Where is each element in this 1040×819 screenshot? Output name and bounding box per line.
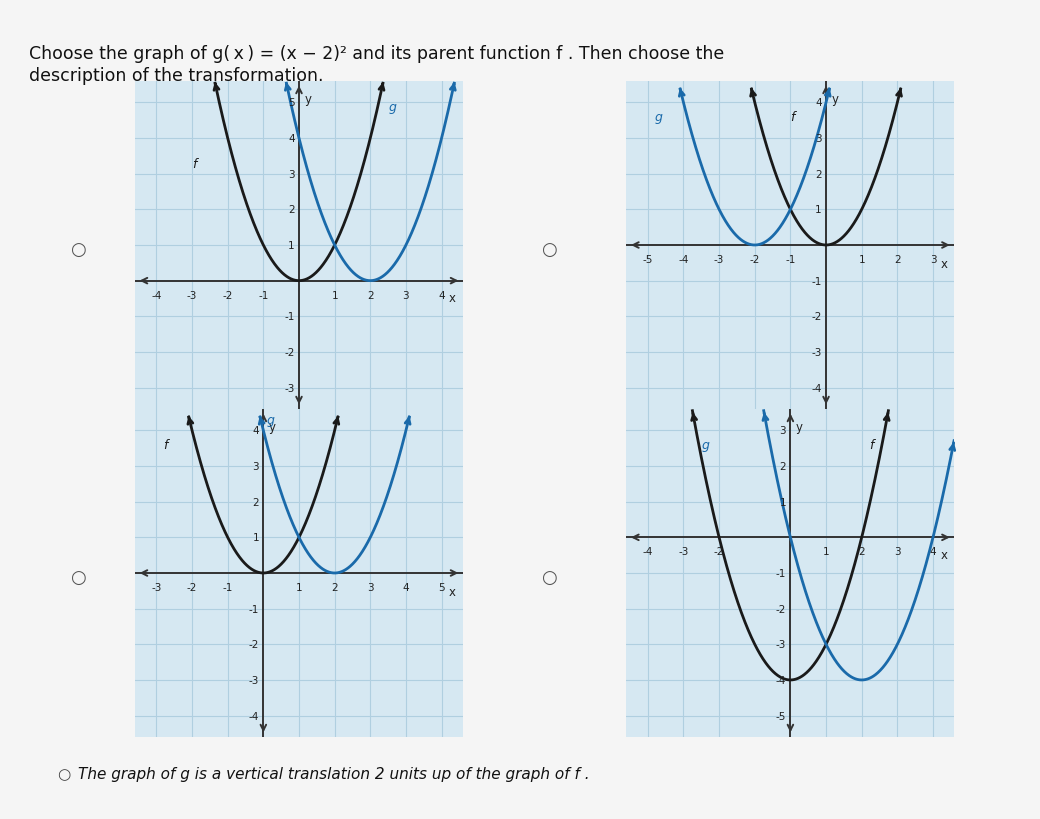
Text: -3: -3 bbox=[284, 383, 294, 393]
Text: 1: 1 bbox=[332, 290, 338, 301]
Text: ○: ○ bbox=[541, 568, 557, 586]
Text: -2: -2 bbox=[187, 582, 198, 592]
Text: f: f bbox=[163, 439, 167, 451]
Text: 5: 5 bbox=[288, 98, 294, 108]
Text: x: x bbox=[940, 549, 947, 561]
Text: 3: 3 bbox=[367, 582, 373, 592]
Text: -5: -5 bbox=[643, 255, 653, 265]
Text: -2: -2 bbox=[713, 546, 724, 557]
Text: -4: -4 bbox=[643, 546, 653, 557]
Text: -2: -2 bbox=[249, 640, 259, 649]
Text: 1: 1 bbox=[288, 241, 294, 251]
Text: description of the transformation.: description of the transformation. bbox=[29, 67, 323, 85]
Text: 1: 1 bbox=[253, 532, 259, 543]
Text: -1: -1 bbox=[258, 290, 268, 301]
Text: Choose the graph of g( x ) = (x − 2)² and its parent function f . Then choose th: Choose the graph of g( x ) = (x − 2)² an… bbox=[29, 45, 725, 63]
Text: 4: 4 bbox=[402, 582, 410, 592]
Text: -1: -1 bbox=[811, 276, 822, 287]
Text: -4: -4 bbox=[811, 383, 822, 393]
Text: 2: 2 bbox=[288, 205, 294, 215]
Text: -4: -4 bbox=[151, 290, 161, 301]
Text: 1: 1 bbox=[823, 546, 829, 557]
Text: 1: 1 bbox=[295, 582, 303, 592]
Text: -3: -3 bbox=[811, 347, 822, 358]
Text: g: g bbox=[701, 439, 709, 451]
Text: 1: 1 bbox=[858, 255, 865, 265]
Text: -2: -2 bbox=[284, 347, 294, 358]
Text: -2: -2 bbox=[811, 312, 822, 322]
Text: -3: -3 bbox=[776, 640, 786, 649]
Text: -1: -1 bbox=[223, 582, 233, 592]
Text: x: x bbox=[940, 258, 947, 271]
Text: 1: 1 bbox=[780, 497, 786, 507]
Text: -2: -2 bbox=[223, 290, 233, 301]
Text: 3: 3 bbox=[815, 133, 822, 144]
Text: 2: 2 bbox=[367, 290, 373, 301]
Text: f: f bbox=[192, 157, 197, 170]
Text: 4: 4 bbox=[815, 98, 822, 108]
Text: ○: ○ bbox=[70, 568, 86, 586]
Text: 3: 3 bbox=[780, 426, 786, 436]
Text: -4: -4 bbox=[776, 675, 786, 686]
Text: g: g bbox=[655, 111, 662, 124]
Text: -4: -4 bbox=[249, 711, 259, 721]
Text: The graph of g is a vertical translation 2 units up of the graph of f .: The graph of g is a vertical translation… bbox=[78, 767, 590, 781]
Text: ○: ○ bbox=[57, 767, 71, 781]
Text: -3: -3 bbox=[187, 290, 198, 301]
Text: -3: -3 bbox=[151, 582, 161, 592]
Text: 2: 2 bbox=[332, 582, 338, 592]
Text: f: f bbox=[790, 111, 795, 124]
Text: ○: ○ bbox=[541, 241, 557, 259]
Text: 4: 4 bbox=[288, 133, 294, 144]
Text: 4: 4 bbox=[438, 290, 445, 301]
Text: 2: 2 bbox=[780, 461, 786, 472]
Text: 2: 2 bbox=[815, 170, 822, 179]
Text: -5: -5 bbox=[776, 711, 786, 721]
Text: 4: 4 bbox=[253, 426, 259, 436]
Text: -1: -1 bbox=[776, 568, 786, 578]
Text: 3: 3 bbox=[930, 255, 936, 265]
Text: -1: -1 bbox=[249, 604, 259, 614]
Text: -2: -2 bbox=[776, 604, 786, 614]
Text: 4: 4 bbox=[930, 546, 936, 557]
Text: x: x bbox=[449, 292, 456, 305]
Text: -1: -1 bbox=[785, 255, 796, 265]
Text: g: g bbox=[388, 101, 396, 113]
Text: y: y bbox=[831, 93, 838, 106]
Text: -1: -1 bbox=[284, 312, 294, 322]
Text: -4: -4 bbox=[678, 255, 688, 265]
Text: -2: -2 bbox=[750, 255, 760, 265]
Text: 3: 3 bbox=[288, 170, 294, 179]
Text: y: y bbox=[268, 420, 276, 433]
Text: -3: -3 bbox=[713, 255, 724, 265]
Text: 5: 5 bbox=[438, 582, 445, 592]
Text: 1: 1 bbox=[815, 205, 822, 215]
Text: 2: 2 bbox=[858, 546, 865, 557]
Text: 2: 2 bbox=[253, 497, 259, 507]
Text: ○: ○ bbox=[70, 241, 86, 259]
Text: -3: -3 bbox=[678, 546, 688, 557]
Text: 3: 3 bbox=[894, 546, 901, 557]
Text: f: f bbox=[868, 439, 874, 451]
Text: g: g bbox=[267, 414, 275, 427]
Text: x: x bbox=[449, 586, 456, 599]
Text: 3: 3 bbox=[253, 461, 259, 472]
Text: 2: 2 bbox=[894, 255, 901, 265]
Text: y: y bbox=[796, 420, 803, 433]
Text: -3: -3 bbox=[249, 675, 259, 686]
Text: y: y bbox=[305, 93, 311, 106]
Text: 3: 3 bbox=[402, 290, 410, 301]
